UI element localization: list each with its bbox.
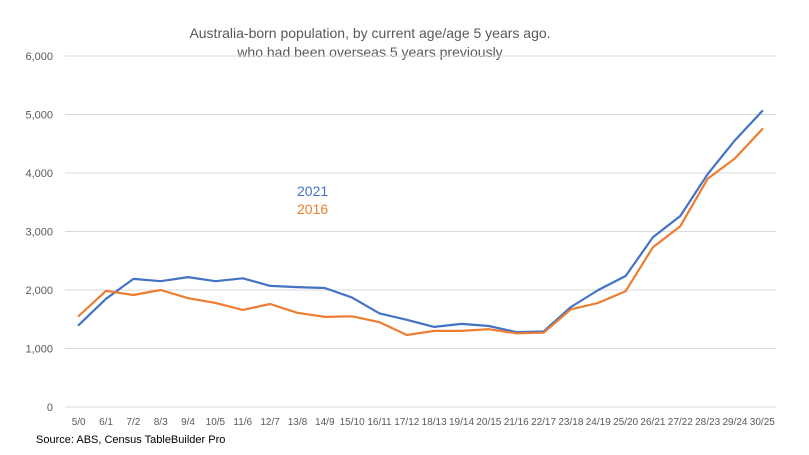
x-tick-label: 30/25 <box>750 417 775 428</box>
x-tick-label: 6/1 <box>99 417 113 428</box>
x-tick-label: 5/0 <box>72 417 86 428</box>
y-tick-label: 2,000 <box>25 285 53 297</box>
legend: 2021 2016 <box>297 183 328 217</box>
y-tick-label: 5,000 <box>25 110 53 122</box>
x-tick-label: 18/13 <box>422 417 447 428</box>
x-axis-ticks: 5/0 6/1 7/2 8/3 9/4 10/5 11/6 12/7 13/8 14/9 15/10… <box>72 417 776 428</box>
x-tick-label: 11/6 <box>233 417 252 428</box>
chart-title-line-1: Australia-born population, by current ag… <box>189 25 550 41</box>
series-line-2021 <box>77 109 764 334</box>
source-note: Source: ABS, Census TableBuilder Pro <box>36 434 225 446</box>
x-tick-label: 20/15 <box>476 417 501 428</box>
x-tick-label: 7/2 <box>126 417 140 428</box>
x-tick-label: 19/14 <box>449 417 474 428</box>
x-tick-label: 25/20 <box>613 417 638 428</box>
x-tick-label: 13/8 <box>288 417 308 428</box>
x-tick-label: 17/12 <box>394 417 419 428</box>
y-tick-label: 4,000 <box>25 168 53 180</box>
x-tick-label: 28/23 <box>695 417 720 428</box>
x-tick-label: 27/22 <box>668 417 693 428</box>
x-tick-label: 26/21 <box>640 417 665 428</box>
legend-entry-2016: 2016 <box>297 201 328 217</box>
gridlines <box>65 55 776 408</box>
x-tick-label: 15/10 <box>340 417 365 428</box>
x-tick-label: 14/9 <box>315 417 335 428</box>
y-axis-ticks: 0 1,000 2,000 3,000 4,000 5,000 6,000 <box>25 51 53 414</box>
series-lines <box>77 109 764 337</box>
series-line-2016 <box>77 128 764 337</box>
x-tick-label: 9/4 <box>181 417 195 428</box>
x-tick-label: 22/17 <box>531 417 556 428</box>
x-tick-label: 16/11 <box>367 417 392 428</box>
y-tick-label: 6,000 <box>25 51 53 63</box>
x-tick-label: 29/24 <box>722 417 747 428</box>
x-tick-label: 8/3 <box>154 417 168 428</box>
y-tick-label: 0 <box>47 402 53 414</box>
x-tick-label: 23/18 <box>558 417 583 428</box>
y-tick-label: 1,000 <box>25 344 53 356</box>
x-tick-label: 21/16 <box>504 417 529 428</box>
y-tick-label: 3,000 <box>25 227 53 239</box>
x-tick-label: 12/7 <box>260 417 280 428</box>
x-tick-label: 24/19 <box>586 417 611 428</box>
legend-entry-2021: 2021 <box>297 183 328 199</box>
x-tick-label: 10/5 <box>206 417 226 428</box>
chart-title: Australia-born population, by current ag… <box>189 25 550 60</box>
chart-title-line-2: who had been overseas 5 years previously <box>236 44 502 60</box>
